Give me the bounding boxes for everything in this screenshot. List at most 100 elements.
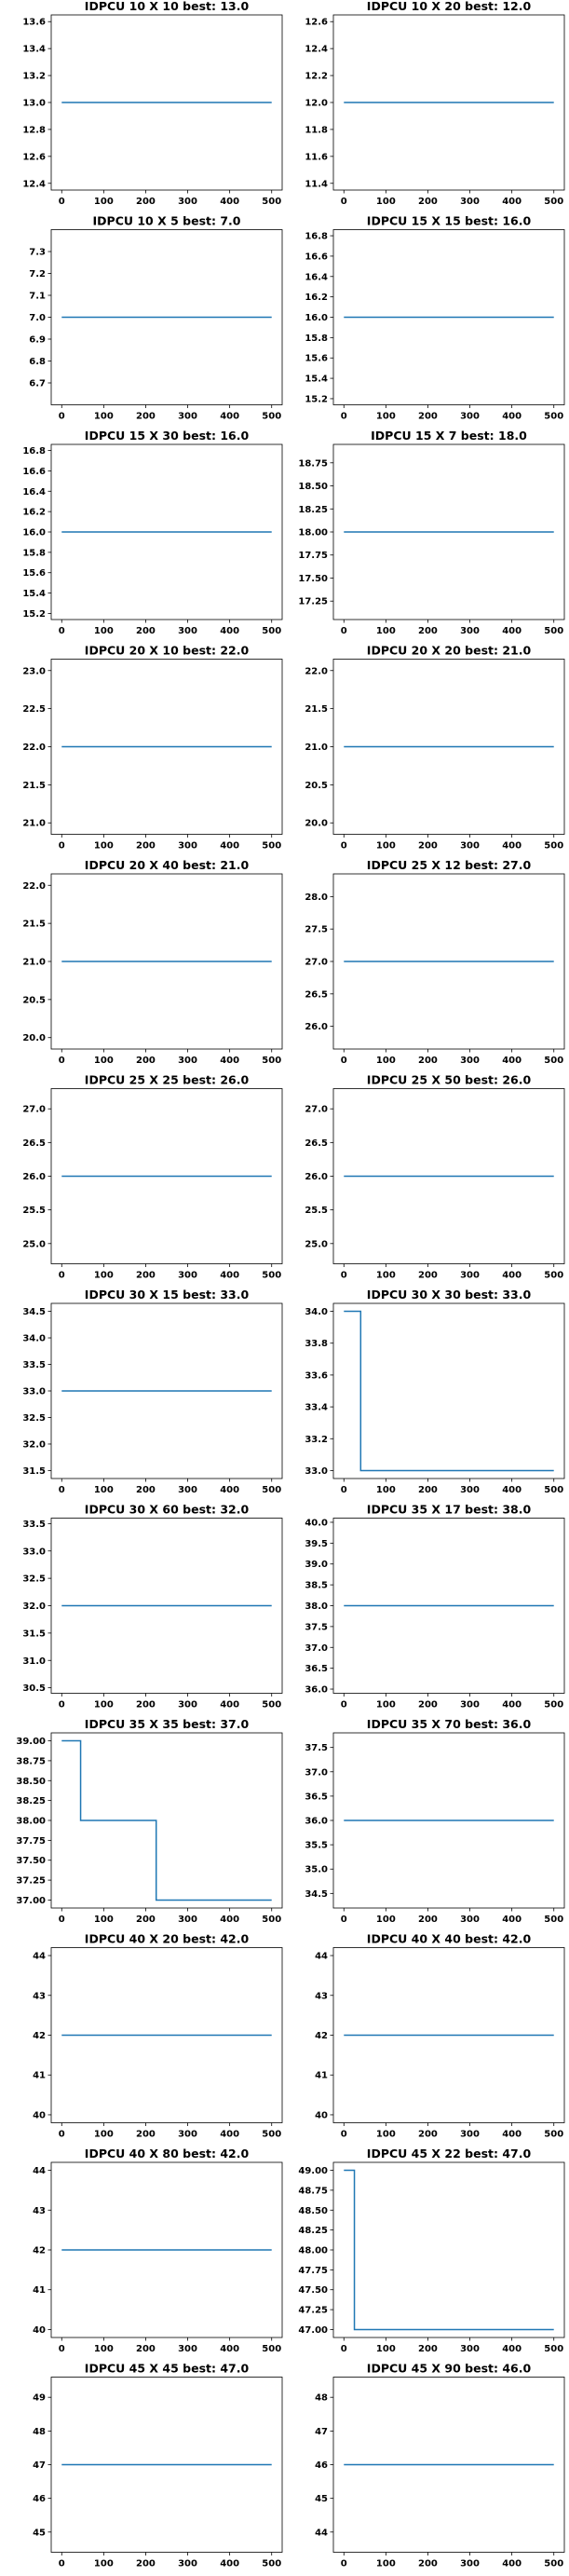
y-tick-label: 41 [33,2285,46,2296]
y-tick-label: 26.0 [305,1022,328,1032]
y-tick-label: 47 [33,2460,46,2471]
x-tick-label: 500 [544,2130,563,2140]
x-tick-label: 400 [502,2344,522,2354]
x-tick-label: 100 [94,2344,114,2354]
y-tick-label: 27.0 [22,1105,46,1115]
y-tick-label: 34.0 [305,1307,328,1317]
y-tick-label: 16.4 [22,487,46,497]
y-tick-label: 13.0 [22,99,46,109]
chart-panel: IDPCU 45 X 22 best: 47.0 47.00 47.25 47.50 4… [298,2147,565,2354]
y-tick-label: 15.4 [305,375,328,385]
x-tick-label: 400 [220,2130,239,2140]
chart-panel: IDPCU 15 X 30 best: 16.0 15.2 15.4 15.6 15.8… [22,429,283,636]
x-tick-label: 100 [376,1915,396,1925]
x-tick-label: 300 [178,1915,197,1925]
y-tick-label: 45 [315,2494,328,2504]
y-tick-label: 13.4 [22,45,46,55]
y-tick-label: 33.0 [305,1466,328,1477]
y-tick-label: 16.2 [22,508,46,518]
x-tick-label: 0 [59,1915,65,1925]
chart-panel: IDPCU 45 X 45 best: 47.0 45 46 47 48 49 0 100 20… [33,2362,283,2569]
x-tick-label: 0 [341,2130,347,2140]
y-tick-label: 7.0 [29,313,46,323]
y-tick-label: 6.8 [29,357,46,367]
x-tick-label: 200 [136,197,156,207]
y-tick-label: 37.0 [305,1767,328,1778]
x-tick-label: 200 [418,1915,438,1925]
chart-title: IDPCU 35 X 35 best: 37.0 [85,1717,250,1731]
y-tick-label: 17.75 [298,551,328,561]
x-tick-label: 200 [418,626,438,636]
y-tick-label: 15.6 [305,354,328,364]
x-tick-label: 300 [460,412,480,422]
y-tick-label: 20.0 [305,819,328,829]
chart-panel: IDPCU 20 X 40 best: 21.0 20.0 20.5 21.0 21.5… [22,858,283,1066]
y-tick-label: 12.2 [305,72,328,82]
y-tick-label: 35.0 [305,1865,328,1875]
x-tick-label: 500 [262,841,281,852]
x-tick-label: 500 [544,626,563,636]
y-tick-label: 26.0 [305,1172,328,1182]
y-tick-label: 20.0 [22,1033,46,1043]
y-tick-label: 30.5 [22,1683,46,1694]
y-tick-label: 31.5 [22,1466,46,1477]
y-tick-label: 47 [315,2427,328,2437]
y-tick-label: 33.0 [22,1387,46,1397]
y-tick-label: 40 [33,2325,46,2336]
y-tick-label: 37.75 [16,1836,46,1847]
x-tick-label: 500 [262,1056,281,1066]
x-tick-label: 100 [376,1271,396,1281]
x-tick-label: 400 [502,626,522,636]
chart-title: IDPCU 10 X 5 best: 7.0 [93,214,241,228]
y-tick-label: 47.00 [298,2325,328,2336]
x-tick-label: 400 [220,841,239,852]
y-tick-label: 36.5 [305,1664,328,1674]
chart-panel: IDPCU 20 X 20 best: 21.0 20.0 20.5 21.0 21.5… [305,644,565,852]
x-tick-label: 100 [376,626,396,636]
y-tick-label: 32.5 [22,1574,46,1585]
y-tick-label: 18.25 [298,505,328,515]
x-tick-label: 300 [460,2130,480,2140]
x-tick-label: 400 [220,197,239,207]
x-tick-label: 200 [136,2130,156,2140]
chart-panel: IDPCU 25 X 12 best: 27.0 26.0 26.5 27.0 27.5… [305,858,565,1066]
chart-title: IDPCU 45 X 45 best: 47.0 [85,2362,250,2376]
y-tick-label: 40 [315,2110,328,2120]
x-tick-label: 300 [178,2130,197,2140]
y-tick-label: 27.0 [305,958,328,968]
y-tick-label: 36.0 [305,1685,328,1696]
y-tick-label: 26.0 [22,1172,46,1182]
chart-panel: IDPCU 40 X 80 best: 42.0 40 41 42 43 44 0 100 20… [33,2147,283,2354]
x-tick-label: 300 [178,2344,197,2354]
chart-panel: IDPCU 20 X 10 best: 22.0 21.0 21.5 22.0 22.5… [22,644,283,852]
chart-panel: IDPCU 35 X 70 best: 36.0 34.5 35.0 35.5 36.0… [305,1717,565,1925]
y-tick-label: 26.5 [305,989,328,1000]
chart-panel: IDPCU 30 X 15 best: 33.0 31.5 32.0 32.5 33.0… [22,1288,283,1495]
y-tick-label: 15.4 [22,589,46,599]
y-tick-label: 12.6 [22,152,46,162]
x-tick-label: 400 [220,1485,239,1495]
x-tick-label: 200 [418,197,438,207]
series-line [344,2169,554,2331]
x-tick-label: 100 [94,1915,114,1925]
chart-title: IDPCU 40 X 20 best: 42.0 [85,1932,250,1946]
x-tick-label: 0 [59,626,65,636]
x-tick-label: 0 [341,1485,347,1495]
chart-panel: IDPCU 45 X 90 best: 46.0 44 45 46 47 48 0 100 20… [315,2362,565,2569]
x-tick-label: 400 [502,1700,522,1711]
y-tick-label: 18.75 [298,458,328,469]
y-tick-label: 47.50 [298,2285,328,2296]
x-tick-label: 200 [136,2344,156,2354]
y-tick-label: 21.5 [22,920,46,930]
x-tick-label: 300 [460,2559,480,2569]
y-tick-label: 32.0 [22,1439,46,1450]
x-tick-label: 100 [94,626,114,636]
chart-title: IDPCU 35 X 17 best: 38.0 [367,1503,532,1517]
y-tick-label: 21.0 [305,743,328,753]
y-tick-label: 11.8 [305,125,328,135]
x-tick-label: 0 [341,841,347,852]
y-tick-label: 42 [33,2031,46,2041]
x-tick-label: 500 [544,197,563,207]
chart-panel: IDPCU 40 X 40 best: 42.0 40 41 42 43 44 0 100 20… [315,1932,565,2140]
x-tick-label: 500 [544,1056,563,1066]
